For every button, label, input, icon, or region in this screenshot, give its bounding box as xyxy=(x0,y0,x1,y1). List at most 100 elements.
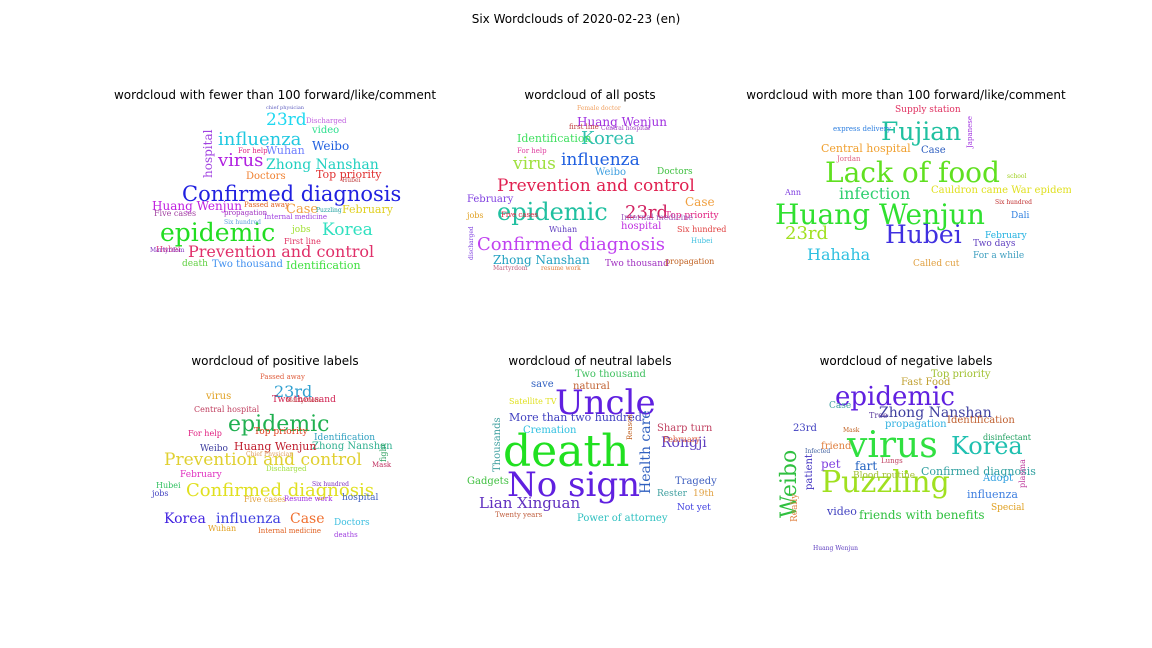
wordcloud-word: Thousands xyxy=(492,417,503,472)
wordcloud-word: Confirmed diagnosis xyxy=(921,465,1036,478)
wordcloud-word: Two thousand xyxy=(605,259,669,269)
wordcloud-word: February xyxy=(342,203,393,216)
panel-title: wordcloud of all posts xyxy=(524,88,656,102)
wordcloud-word: fart xyxy=(855,459,878,473)
wordcloud-word: February xyxy=(663,435,701,444)
wordcloud-word: Case xyxy=(829,401,852,411)
wordcloud-word: Two days xyxy=(973,239,1016,249)
wordcloud-word: deaths xyxy=(334,531,358,539)
wordcloud-word: Identification xyxy=(947,415,1015,426)
wordcloud-word: Power of attorney xyxy=(577,513,668,524)
wordcloud-word: Case xyxy=(921,145,946,156)
wordcloud-word: Korea xyxy=(581,128,635,149)
wordcloud-word: Case xyxy=(286,202,319,217)
wordcloud-word: Mask xyxy=(843,427,860,434)
wordcloud-word: Zhong Nanshan xyxy=(312,441,393,452)
wordcloud-word: Passed away xyxy=(260,373,305,381)
wordcloud-word: influenza xyxy=(216,511,281,527)
wordcloud-word: Zhong Nanshan xyxy=(493,253,590,267)
wordcloud-word: Lungs xyxy=(881,457,903,465)
wordcloud-word: Hubei xyxy=(691,237,713,245)
wordcloud-word: Doctors xyxy=(246,171,286,182)
wordcloud-word: Central hospital xyxy=(194,405,260,414)
wordcloud-word: Mask xyxy=(372,461,392,469)
wordcloud-word: chief physician xyxy=(266,105,305,111)
wordcloud-word: Case xyxy=(290,511,325,527)
wordcloud-word: Satellite TV xyxy=(509,397,557,406)
wordcloud-panel-neutral: wordcloud of neutral labels death Uncle No… xyxy=(425,354,755,554)
wordcloud-word: Passed away xyxy=(244,201,289,209)
wordcloud-word: Top priority xyxy=(316,168,382,181)
wordcloud-word: virus xyxy=(206,391,232,402)
wordcloud-word: Jordan xyxy=(837,155,861,163)
wordcloud-word: Weibo xyxy=(595,167,627,178)
wordcloud-word: Hubei xyxy=(156,481,181,490)
wordcloud-word: first line xyxy=(569,123,599,131)
wordcloud-word: Cauldron came War epidemic xyxy=(931,185,1071,196)
wordcloud-word: influenza xyxy=(218,129,302,150)
wordcloud-word: plasma xyxy=(1018,459,1027,488)
wordcloud: virus Puzzling epidemic Korea Weibo Zhong Nan… xyxy=(741,368,1071,554)
wordcloud-word: Puzzling xyxy=(821,465,950,500)
wordcloud-word: February xyxy=(180,470,222,480)
wordcloud-word: patient xyxy=(804,454,815,490)
wordcloud-word: video xyxy=(827,505,857,518)
wordcloud-word: Dali xyxy=(1011,211,1030,221)
wordcloud-word: epidemic xyxy=(497,198,608,226)
wordcloud-word: Six hundred xyxy=(995,199,1033,206)
wordcloud-word: epidemic xyxy=(228,412,330,437)
wordcloud-word: friend xyxy=(821,441,852,452)
wordcloud-word: Hubei xyxy=(885,220,962,249)
wordcloud-panel-all-posts: wordcloud of all posts Prevention and co… xyxy=(425,88,755,288)
wordcloud-word: Zhong Nanshan xyxy=(266,157,379,173)
wordcloud-panel-positive: wordcloud of positive labels epidemic Con… xyxy=(110,354,440,554)
wordcloud-word: jobs xyxy=(467,211,484,220)
wordcloud-word: Hahaha xyxy=(807,245,871,264)
wordcloud-word: influenza xyxy=(967,488,1018,501)
wordcloud-word: school xyxy=(1007,173,1027,180)
wordcloud-word: Japanese xyxy=(966,115,974,148)
wordcloud-word: Six hundred xyxy=(224,219,262,226)
wordcloud-word: resume work xyxy=(541,265,581,272)
wordcloud-word: Female doctor xyxy=(577,105,621,112)
wordcloud-word: More than two hundred xyxy=(509,411,642,424)
wordcloud-word: 23rd xyxy=(274,382,313,401)
wordcloud-word: virus xyxy=(847,425,938,466)
wordcloud-word: Adopt xyxy=(983,473,1014,484)
wordcloud-word: Hubei xyxy=(156,245,181,254)
wordcloud-word: Supply station xyxy=(895,105,961,115)
wordcloud-word: Korea xyxy=(951,432,1023,460)
wordcloud-word: Twenty years xyxy=(495,511,543,519)
wordcloud-word: Chief Physician xyxy=(246,451,294,458)
wordcloud-word: 23rd xyxy=(625,202,669,223)
wordcloud-word: Central hospital xyxy=(601,125,650,132)
wordcloud-word: Confirmed diagnosis xyxy=(182,182,402,206)
wordcloud-word: Really xyxy=(790,493,800,522)
wordcloud-word: Internal medicine xyxy=(264,213,328,221)
wordcloud-panel-negative: wordcloud of negative labels virus Puzzli… xyxy=(741,354,1071,554)
wordcloud-word: Doctors xyxy=(657,167,693,177)
wordcloud-word: Discharged xyxy=(306,117,347,125)
wordcloud-word: Korea xyxy=(322,220,373,240)
wordcloud-word: Central hospital xyxy=(821,142,911,155)
panel-title: wordcloud of positive labels xyxy=(191,354,359,368)
wordcloud-word: 19th xyxy=(693,489,714,499)
wordcloud-word: video xyxy=(312,125,340,136)
wordcloud-word: pet xyxy=(821,457,841,471)
wordcloud-word: Korea xyxy=(164,511,206,527)
wordcloud-word: Sharp turn xyxy=(657,423,713,434)
wordcloud-word: hospital xyxy=(201,129,215,178)
wordcloud-word: Reason xyxy=(626,414,634,440)
wordcloud-word: Six hundred xyxy=(677,225,727,234)
wordcloud-word: Confirmed diagnosis xyxy=(477,234,665,255)
wordcloud-word: Special xyxy=(991,503,1025,513)
wordcloud-word: Lian Xinguan xyxy=(479,494,581,512)
wordcloud-word: Internal medicine xyxy=(258,527,322,535)
wordcloud-word: Identification xyxy=(314,433,376,443)
wordcloud-word: Martyrdom xyxy=(286,397,321,404)
wordcloud-word: Two thousand xyxy=(575,369,646,380)
wordcloud-word: Huang Wenjun xyxy=(775,198,985,231)
wordcloud-word: Wuhan xyxy=(549,225,578,234)
wordcloud-word: Weibo xyxy=(312,139,350,153)
wordcloud-word: Identification xyxy=(517,132,592,145)
